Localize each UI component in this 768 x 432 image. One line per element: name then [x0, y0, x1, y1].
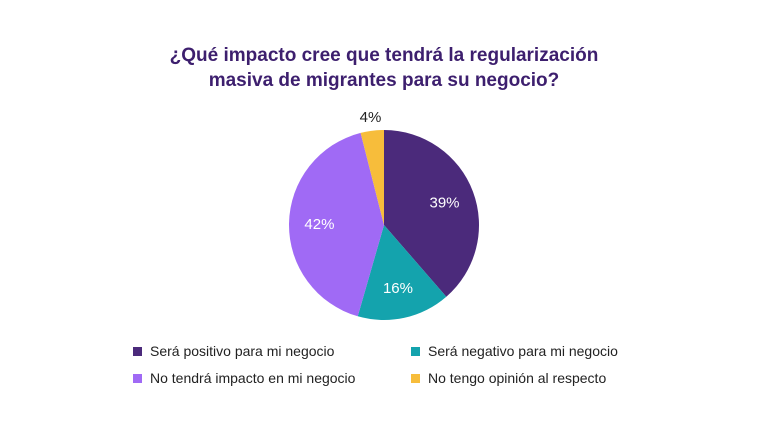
title-line-2: masiva de migrantes para su negocio?: [208, 70, 560, 91]
legend-label: No tendrá impacto en mi negocio: [150, 370, 356, 386]
legend-label: No tengo opinión al respecto: [428, 370, 607, 386]
legend-swatch: [411, 373, 420, 383]
chart-title: ¿Qué impacto cree que tendrá la regulari…: [0, 43, 768, 93]
pie-slice-3: [360, 130, 384, 225]
data-label-2: 42%: [304, 216, 334, 233]
title-line-1: ¿Qué impacto cree que tendrá la regulari…: [169, 45, 599, 66]
data-label-3: 4%: [360, 109, 382, 126]
data-label-0: 39%: [429, 194, 459, 211]
legend-swatch: [133, 373, 142, 383]
legend-label: Será negativo para mi negocio: [428, 343, 618, 359]
legend-item-no-impact: No tendrá impacto en mi negocio: [133, 370, 355, 386]
legend-swatch: [133, 346, 142, 356]
pie-slice-0: [384, 130, 480, 297]
pie-slice-1: [357, 225, 447, 320]
legend-label: Será positivo para mi negocio: [150, 343, 335, 359]
legend-item-no-opinion: No tengo opinión al respecto: [411, 370, 606, 386]
legend-item-negative: Será negativo para mi negocio: [411, 343, 618, 359]
data-label-1: 16%: [383, 280, 413, 297]
legend-swatch: [411, 346, 420, 356]
legend-item-positive: Será positivo para mi negocio: [133, 343, 334, 359]
pie-slice-2: [288, 132, 384, 317]
